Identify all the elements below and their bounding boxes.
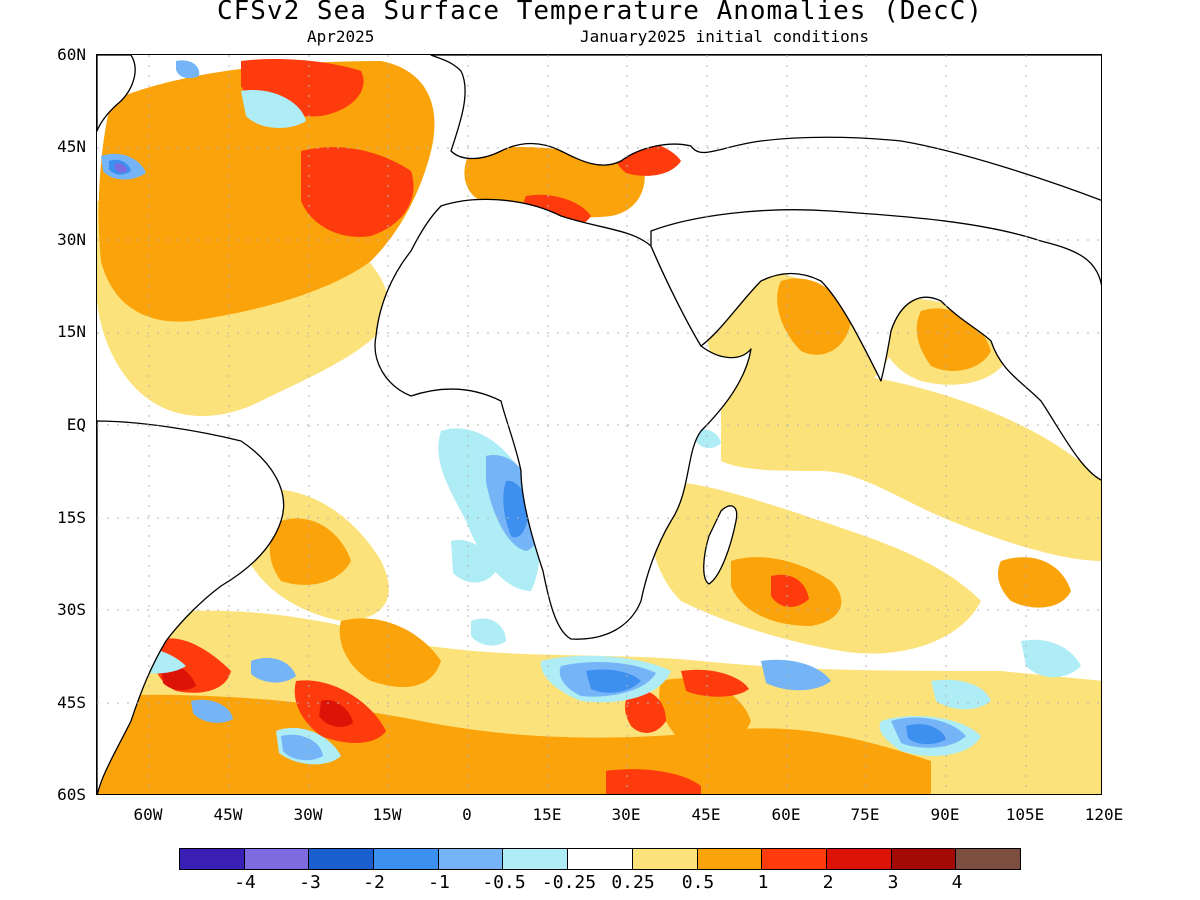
- colorbar-label: 4: [951, 872, 963, 893]
- lon-label-45e: 45E: [691, 805, 721, 824]
- lon-label-45w: 45W: [213, 805, 243, 824]
- valid-month-label: Apr2025: [307, 27, 375, 46]
- lon-label-90e: 90E: [930, 805, 960, 824]
- colorbar-cell: [891, 849, 957, 869]
- lon-label-15w: 15W: [372, 805, 402, 824]
- lat-label-45n: 45N: [57, 137, 86, 156]
- colorbar-label: 0.5: [681, 872, 715, 893]
- lat-label-15s: 15S: [57, 508, 86, 527]
- lon-label-60e: 60E: [771, 805, 801, 824]
- colorbar: [179, 848, 1021, 870]
- lat-label-45s: 45S: [57, 693, 86, 712]
- init-conditions-label: January2025 initial conditions: [580, 27, 869, 46]
- lon-label-30w: 30W: [293, 805, 323, 824]
- north-america-landmass: [97, 55, 136, 132]
- colorbar-cell: [826, 849, 892, 869]
- lon-label-30e: 30E: [611, 805, 641, 824]
- colorbar-cell: [180, 849, 245, 869]
- colorbar-cell: [762, 849, 827, 869]
- lon-label-0: 0: [462, 805, 472, 824]
- lon-label-15e: 15E: [532, 805, 562, 824]
- colorbar-cell: [568, 849, 633, 869]
- lat-label-eq: EQ: [66, 415, 86, 434]
- lat-label-60s: 60S: [57, 785, 86, 804]
- colorbar-label: 1: [757, 872, 769, 893]
- colorbar-cell: [503, 849, 569, 869]
- lat-label-60n: 60N: [57, 45, 86, 64]
- continents: [97, 55, 1101, 794]
- colorbar-cell: [438, 849, 504, 869]
- colorbar-label: -3: [299, 872, 321, 893]
- lon-label-60w: 60W: [133, 805, 163, 824]
- lon-label-75e: 75E: [850, 805, 880, 824]
- lat-label-30s: 30S: [57, 600, 86, 619]
- colorbar-label: -2: [363, 872, 385, 893]
- sst-anomaly-map: [96, 54, 1102, 795]
- map-canvas: [97, 55, 1101, 794]
- colorbar-label: -0.5: [482, 872, 526, 893]
- lon-label-120e: 120E: [1084, 805, 1124, 824]
- south-america-landmass: [97, 420, 285, 794]
- lat-label-30n: 30N: [57, 230, 86, 249]
- colorbar-cell: [632, 849, 698, 869]
- lon-label-105e: 105E: [1005, 805, 1045, 824]
- colorbar-cell: [309, 849, 375, 869]
- colorbar-label: 3: [887, 872, 899, 893]
- europe-landmass: [430, 55, 1101, 201]
- asia-landmass: [650, 209, 1101, 481]
- colorbar-cell: [374, 849, 439, 869]
- graticule: [97, 55, 1101, 794]
- colorbar-label: -1: [428, 872, 450, 893]
- colorbar-cell: [697, 849, 763, 869]
- map-title: CFSv2 Sea Surface Temperature Anomalies …: [216, 0, 984, 26]
- colorbar-label: -0.25: [541, 872, 597, 893]
- colorbar-label: 2: [822, 872, 834, 893]
- colorbar-cell: [244, 849, 310, 869]
- lat-label-15n: 15N: [57, 322, 86, 341]
- madagascar-landmass: [703, 505, 738, 585]
- colorbar-cell: [956, 849, 1020, 869]
- colorbar-label: -4: [234, 872, 256, 893]
- colorbar-label: 0.25: [611, 872, 655, 893]
